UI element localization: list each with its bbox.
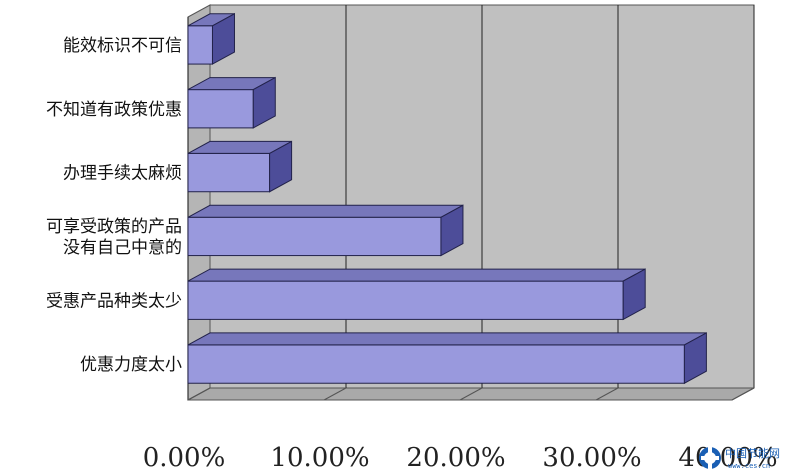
- category-label: 不知道有政策优惠: [46, 100, 182, 120]
- bar-end: [622, 268, 646, 321]
- category-label: 能效标识不可信: [63, 36, 182, 56]
- x-tick-label: 30.00%: [542, 443, 641, 473]
- floor-tick: [595, 387, 619, 401]
- floor-tick: [323, 387, 347, 401]
- bar-front: [187, 280, 624, 320]
- watermark: 中国节能网 www.ces.cn: [699, 446, 780, 470]
- x-tick-label: 10.00%: [270, 443, 369, 473]
- bar-front: [187, 89, 254, 129]
- bar-end: [252, 76, 276, 129]
- bar-front: [187, 25, 213, 65]
- x-tick-label: 20.00%: [406, 443, 505, 473]
- bar: [187, 268, 646, 321]
- bar: [187, 76, 276, 129]
- watermark-sub: www.ces.cn: [728, 462, 770, 470]
- floor-tick: [459, 387, 483, 401]
- bar: [187, 204, 464, 257]
- category-label: 可享受政策的产品: [46, 217, 182, 237]
- x-tick-label: 40.00%: [678, 443, 777, 473]
- bar-end: [211, 12, 235, 65]
- bar: [187, 332, 707, 385]
- bar: [187, 140, 293, 193]
- bar-end: [440, 204, 464, 257]
- bar-end: [269, 140, 293, 193]
- category-label: 办理手续太麻烦: [63, 164, 182, 184]
- category-label: 受惠产品种类太少: [46, 291, 182, 311]
- bars: [187, 12, 707, 385]
- category-label: 优惠力度太小: [80, 355, 182, 375]
- bar-front: [187, 344, 685, 384]
- floor-tick: [731, 387, 755, 401]
- bar-front: [187, 216, 442, 257]
- x-tick-label: 0.00%: [143, 443, 226, 473]
- bar-top: [187, 268, 646, 282]
- watermark-text: 中国节能网: [725, 446, 780, 460]
- bar-front: [187, 152, 271, 193]
- bar-top: [187, 204, 464, 218]
- category-labels: 能效标识不可信不知道有政策优惠办理手续太麻烦可享受政策的产品没有自己中意的受惠产…: [46, 36, 182, 375]
- bar: [187, 12, 235, 65]
- x-tick-labels: 0.00% 10.00% 20.00% 30.00% 40.00%: [143, 443, 778, 473]
- bar-end: [683, 332, 707, 385]
- category-label: 没有自己中意的: [63, 238, 182, 258]
- bar-top: [187, 332, 707, 346]
- floor-tick: [187, 387, 211, 401]
- energy-logo-icon: [699, 447, 721, 469]
- gridlines: [187, 5, 755, 401]
